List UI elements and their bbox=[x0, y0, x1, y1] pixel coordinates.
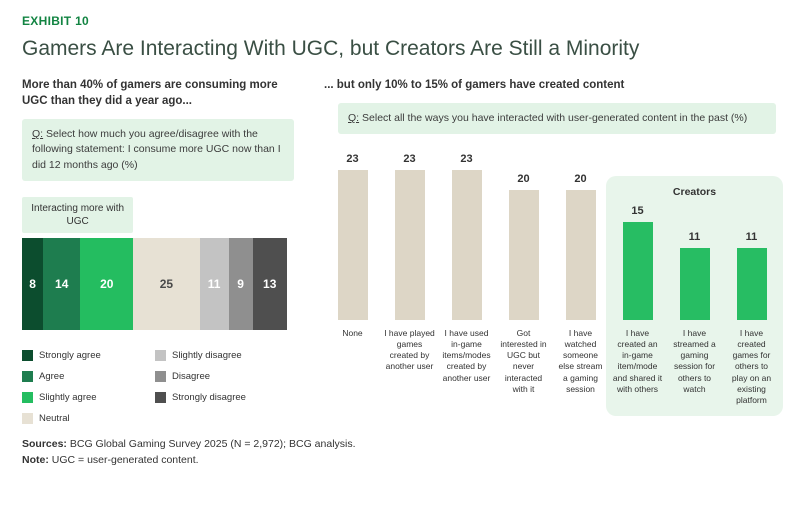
legend-item: Strongly agree bbox=[22, 349, 147, 361]
bar-column: 23 bbox=[381, 153, 438, 321]
sources-text: BCG Global Gaming Survey 2025 (N = 2,972… bbox=[69, 437, 356, 450]
bar-column: 11 bbox=[723, 231, 780, 321]
bar-chart: Creators 23 23 23 20 20 15 11 11 None I have pla… bbox=[324, 150, 786, 416]
bar-category-label: I have created games for others to play … bbox=[731, 328, 772, 405]
bar bbox=[508, 190, 539, 321]
bar-value-label: 23 bbox=[346, 153, 359, 166]
left-question-box: Q: Select how much you agree/disagree wi… bbox=[22, 119, 294, 181]
legend: Strongly agree Agree Slightly agree Neutral… bbox=[22, 349, 280, 424]
stacked-bar-segment: 14 bbox=[43, 237, 81, 330]
bar-category-label: Got interested in UGC but never interact… bbox=[500, 328, 547, 394]
bar bbox=[337, 170, 368, 321]
legend-swatch bbox=[155, 370, 166, 382]
bars-row: 23 23 23 20 20 15 11 11 bbox=[324, 150, 786, 321]
legend-label: Slightly agree bbox=[39, 391, 97, 403]
stacked-bar-segment: 11 bbox=[199, 237, 229, 330]
exhibit-label: EXHIBIT 10 bbox=[22, 14, 90, 28]
left-panel: More than 40% of gamers are consuming mo… bbox=[22, 77, 294, 424]
bar-category-label: I have played games created by another u… bbox=[384, 328, 435, 372]
legend-label: Strongly disagree bbox=[172, 391, 246, 403]
segment-value: 8 bbox=[29, 276, 36, 291]
sources-label: Sources: bbox=[22, 437, 67, 450]
bar bbox=[451, 170, 482, 321]
bar-value-label: 23 bbox=[403, 153, 416, 166]
segment-value: 20 bbox=[100, 276, 114, 291]
right-panel: ... but only 10% to 15% of gamers have c… bbox=[324, 77, 786, 424]
legend-swatch bbox=[155, 349, 166, 361]
left-panel-heading: More than 40% of gamers are consuming mo… bbox=[22, 79, 278, 108]
right-panel-heading: ... but only 10% to 15% of gamers have c… bbox=[324, 79, 625, 91]
creators-box-label: Creators bbox=[672, 186, 717, 199]
legend-label: Strongly agree bbox=[39, 349, 101, 361]
segment-value: 11 bbox=[207, 276, 221, 291]
bar-value-label: 15 bbox=[631, 205, 644, 218]
legend-label: Neutral bbox=[39, 412, 70, 424]
bar-value-label: 11 bbox=[688, 231, 701, 244]
page-title: Gamers Are Interacting With UGC, but Cre… bbox=[22, 37, 640, 60]
question-text: Select all the ways you have interacted … bbox=[362, 112, 748, 125]
bar-category-label: I have streamed a gaming session for oth… bbox=[673, 328, 716, 394]
bracket-label-box: Interacting more with UGC bbox=[22, 196, 134, 233]
bar bbox=[736, 248, 767, 321]
legend-item: Slightly disagree bbox=[155, 349, 280, 361]
legend-swatch bbox=[22, 370, 33, 382]
right-question-box: Q: Select all the ways you have interact… bbox=[338, 103, 776, 135]
segment-value: 13 bbox=[263, 276, 277, 291]
stacked-chart: Interacting more with UGC 8 14 20 25 11 9 13 S… bbox=[22, 196, 287, 424]
bar-column: 23 bbox=[438, 153, 495, 321]
stacked-bar-segment: 20 bbox=[80, 237, 134, 330]
segment-value: 25 bbox=[159, 276, 174, 291]
segment-value: 14 bbox=[55, 276, 69, 291]
bar-value-label: 20 bbox=[517, 173, 530, 186]
content-columns: More than 40% of gamers are consuming mo… bbox=[22, 77, 786, 424]
footer-note: Note: UGC = user-generated content. bbox=[22, 452, 786, 468]
legend-item: Agree bbox=[22, 370, 147, 382]
bar-column: 11 bbox=[666, 231, 723, 321]
segment-value: 9 bbox=[237, 276, 244, 291]
footer: Sources: BCG Global Gaming Survey 2025 (… bbox=[22, 436, 786, 469]
legend-item: Strongly disagree bbox=[155, 391, 280, 403]
bar-column: 23 bbox=[324, 153, 381, 321]
bar bbox=[565, 190, 596, 321]
stacked-bar-segment: 25 bbox=[133, 237, 200, 330]
legend-item: Neutral bbox=[22, 412, 147, 424]
bar-category-label: I have used in-game items/modes created … bbox=[442, 328, 491, 383]
bar-column: 20 bbox=[495, 173, 552, 321]
stacked-bar: 8 14 20 25 11 9 13 bbox=[22, 237, 287, 330]
bar-column: 20 bbox=[552, 173, 609, 321]
question-label: Q: bbox=[32, 128, 44, 141]
legend-swatch bbox=[22, 349, 33, 361]
bar-column: 15 bbox=[609, 205, 666, 321]
stacked-bar-segment: 8 bbox=[22, 237, 44, 330]
bar-category-label: None bbox=[342, 328, 363, 339]
bar bbox=[622, 222, 653, 321]
legend-label: Slightly disagree bbox=[172, 349, 242, 361]
question-text: Select how much you agree/disagree with … bbox=[32, 128, 281, 171]
labels-row: None I have played games created by anoth… bbox=[324, 328, 786, 415]
bar-category-label: I have watched someone else stream a gam… bbox=[558, 328, 603, 394]
stacked-bar-segment: 9 bbox=[228, 237, 253, 330]
bar bbox=[394, 170, 425, 321]
bar-value-label: 23 bbox=[460, 153, 473, 166]
bar bbox=[679, 248, 710, 321]
note-label: Note: bbox=[22, 454, 49, 467]
legend-item: Slightly agree bbox=[22, 391, 147, 403]
note-text: UGC = user-generated content. bbox=[51, 454, 199, 467]
legend-item: Disagree bbox=[155, 370, 280, 382]
bar-value-label: 11 bbox=[745, 231, 758, 244]
legend-swatch bbox=[155, 391, 166, 403]
question-label: Q: bbox=[348, 112, 360, 125]
legend-swatch bbox=[22, 391, 33, 403]
stacked-bar-segment: 13 bbox=[252, 237, 287, 330]
bar-value-label: 20 bbox=[574, 173, 587, 186]
legend-label: Disagree bbox=[172, 370, 211, 382]
bar-category-label: I have created an in-game item/mode and … bbox=[612, 328, 663, 394]
footer-sources: Sources: BCG Global Gaming Survey 2025 (… bbox=[22, 436, 786, 452]
legend-label: Agree bbox=[39, 370, 65, 382]
legend-swatch bbox=[22, 412, 33, 424]
